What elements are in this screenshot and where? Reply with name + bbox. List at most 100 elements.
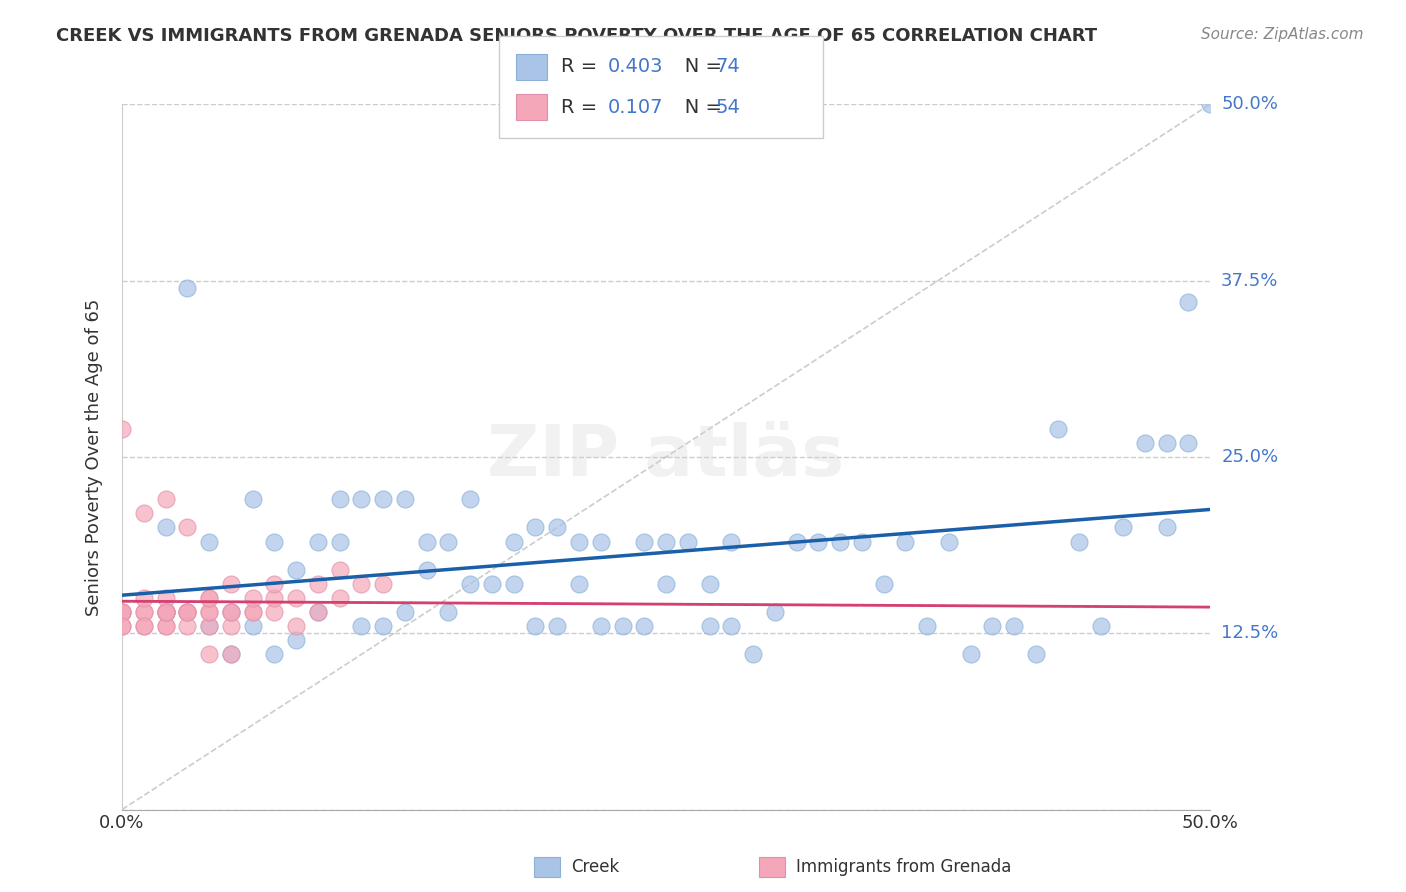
Point [155,605,177,619]
Point [132,591,155,605]
Point [915,619,938,633]
Point [1199,97,1222,112]
Point [524,520,547,534]
Point [155,605,177,619]
Point [132,619,155,633]
Point [155,619,177,633]
Point [655,577,678,591]
Point [1069,534,1091,549]
Point [373,492,395,507]
Point [981,619,1004,633]
Point [807,534,830,549]
Point [458,492,481,507]
Point [1002,619,1025,633]
Point [285,563,308,577]
Point [155,520,177,534]
Text: 0.403: 0.403 [607,57,662,77]
Point [589,534,612,549]
Point [458,577,481,591]
Point [219,648,242,662]
Point [568,577,591,591]
Point [373,577,395,591]
Point [633,534,655,549]
Point [394,492,416,507]
Point [676,534,699,549]
Y-axis label: Seniors Poverty Over the Age of 65: Seniors Poverty Over the Age of 65 [86,298,103,615]
Point [1046,422,1069,436]
Point [415,534,437,549]
Point [111,619,134,633]
Point [612,619,634,633]
Point [155,605,177,619]
Point [242,605,264,619]
Point [111,422,134,436]
Point [155,605,177,619]
Point [198,605,221,619]
Text: 54: 54 [716,97,741,117]
Point [373,619,395,633]
Point [851,534,873,549]
Point [219,577,242,591]
Point [219,605,242,619]
Point [219,619,242,633]
Point [111,619,134,633]
Point [872,577,894,591]
Point [502,577,524,591]
Text: CREEK VS IMMIGRANTS FROM GRENADA SENIORS POVERTY OVER THE AGE OF 65 CORRELATION : CREEK VS IMMIGRANTS FROM GRENADA SENIORS… [56,27,1097,45]
Point [959,648,981,662]
Point [155,605,177,619]
Point [786,534,808,549]
Point [198,591,221,605]
Point [155,591,177,605]
Point [699,577,721,591]
Point [242,492,264,507]
Point [155,605,177,619]
Point [219,605,242,619]
Point [176,605,198,619]
Text: N =: N = [666,57,728,77]
Point [263,605,285,619]
Text: Creek: Creek [571,858,619,876]
Point [1156,435,1178,450]
Text: 12.5%: 12.5% [1222,624,1278,642]
Point [720,619,742,633]
Point [176,605,198,619]
Point [111,605,134,619]
Point [132,619,155,633]
Point [633,619,655,633]
Point [198,619,221,633]
Text: Source: ZipAtlas.com: Source: ZipAtlas.com [1201,27,1364,42]
Point [589,619,612,633]
Point [1133,435,1156,450]
Point [263,591,285,605]
Point [350,492,373,507]
Point [198,605,221,619]
Text: 50.0%: 50.0% [1222,95,1278,113]
Text: 37.5%: 37.5% [1222,271,1278,290]
Point [198,591,221,605]
Point [481,577,503,591]
Point [285,633,308,648]
Point [546,520,568,534]
Point [720,534,742,549]
Point [285,591,308,605]
Point [1025,648,1047,662]
Point [198,534,221,549]
Point [307,605,329,619]
Point [524,619,547,633]
Point [176,619,198,633]
Point [176,280,198,294]
Point [219,648,242,662]
Text: R =: R = [561,97,610,117]
Point [1177,294,1199,309]
Point [1090,619,1112,633]
Point [176,520,198,534]
Point [329,492,352,507]
Point [111,605,134,619]
Text: Immigrants from Grenada: Immigrants from Grenada [796,858,1011,876]
Point [219,605,242,619]
Point [242,605,264,619]
Point [894,534,917,549]
Point [394,605,416,619]
Text: ZIP atläs: ZIP atläs [488,423,845,491]
